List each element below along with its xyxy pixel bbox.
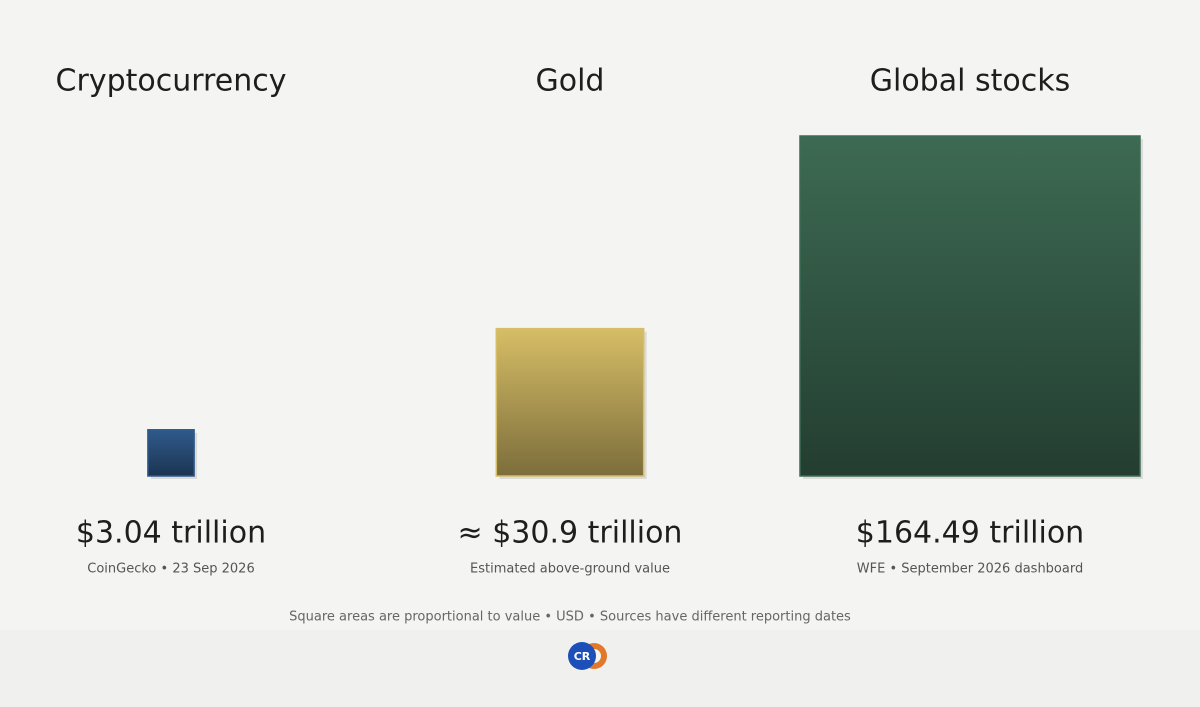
background-footer <box>0 630 1200 707</box>
value-label: $3.04 trillion <box>76 516 266 551</box>
source-label: WFE • September 2026 dashboard <box>857 562 1083 577</box>
source-label: CoinGecko • 23 Sep 2026 <box>87 562 254 577</box>
source-label: Estimated above-ground value <box>470 562 670 577</box>
footnote: Square areas are proportional to value •… <box>289 610 851 625</box>
category-title: Cryptocurrency <box>56 64 287 99</box>
value-label: ≈ $30.9 trillion <box>458 516 683 551</box>
square-shade <box>495 327 645 477</box>
category-title: Gold <box>536 64 605 99</box>
square-shade <box>799 135 1141 477</box>
value-label: $164.49 trillion <box>856 516 1084 551</box>
logo: CR <box>568 642 607 670</box>
square-shade <box>147 429 195 477</box>
svg-text:CR: CR <box>574 650 591 663</box>
category-title: Global stocks <box>870 64 1070 99</box>
